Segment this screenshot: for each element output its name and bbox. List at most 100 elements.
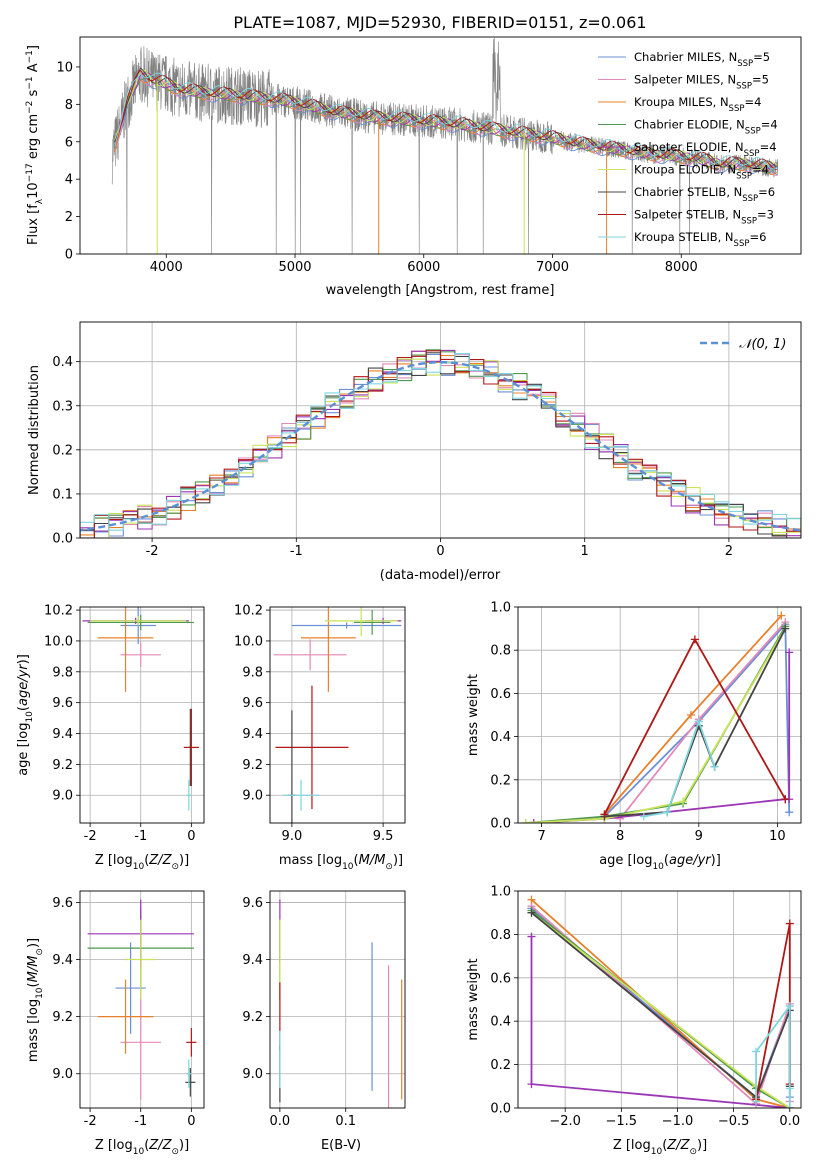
- x-tick-label: 0.0: [779, 1114, 800, 1129]
- mass-weight-line-2: [530, 899, 791, 1108]
- residual-histogram-8: [80, 353, 801, 537]
- mass-weight-marker: [785, 1002, 794, 1011]
- mass-weight-marker: [639, 812, 648, 821]
- y-tick-label: 0.2: [490, 773, 511, 788]
- mass-weight-marker: [710, 762, 719, 771]
- y-tick-label: 0.0: [52, 532, 73, 547]
- legend-normal-label: 𝒩(0, 1): [739, 337, 786, 352]
- y-tick-label: 8: [65, 98, 73, 113]
- mass-weight-line-8: [643, 718, 716, 818]
- mass-weight-marker: [527, 1080, 536, 1089]
- normal-distribution-curve: [80, 360, 801, 532]
- mass-weight-marker: [777, 611, 786, 620]
- x-tick-label: 5000: [278, 260, 311, 275]
- x-axis-label-part: 10: [133, 1147, 145, 1157]
- axes-frame: [79, 890, 205, 1109]
- y-tick-label: 10.2: [234, 604, 263, 619]
- legend-label-part: Kroupa MILES, N: [634, 95, 729, 109]
- legend-label-0: Chabrier MILES, NSSP=5: [634, 50, 770, 69]
- legend-label-8: Kroupa STELIB, NSSP=6: [634, 230, 766, 249]
- legend-label-4: Salpeter ELODIE, NSSP=4: [634, 140, 777, 159]
- y-tick-label: 9.2: [242, 1010, 263, 1025]
- y-axis-label-part: M/M: [26, 956, 41, 983]
- x-tick-label: -2: [84, 1114, 97, 1129]
- mass-weight-marker: [694, 717, 703, 726]
- x-tick-label: 10: [769, 829, 786, 844]
- legend-label-2: Kroupa MILES, NSSP=4: [634, 95, 761, 114]
- mass-weight-marker: [527, 932, 536, 941]
- x-axis-label: E(B-V): [321, 1138, 361, 1153]
- x-axis-label: Z [log10(Z/Z⊙)]: [95, 1138, 189, 1157]
- y-axis-label-part: (: [26, 982, 41, 987]
- y-axis-label-part: 10: [26, 182, 41, 199]
- mass-weight-line-3: [525, 625, 787, 823]
- plot-area: [82, 607, 199, 811]
- y-tick-label: 10.0: [44, 634, 73, 649]
- legend-label-part: SSP: [741, 217, 757, 227]
- x-tick-label: 7: [537, 829, 545, 844]
- y-tick-label: 6: [65, 135, 73, 150]
- y-axis-label-part: ]: [26, 45, 41, 50]
- mass-weight-marker: [752, 1097, 761, 1106]
- x-axis-label-part: Z/Z: [148, 1138, 172, 1153]
- plot-area: [527, 895, 794, 1108]
- axes-residuals: -2 -1 0 1 2 0.0 0.1 0.2 0.3 0.4: [52, 321, 802, 559]
- y-axis-label-part: λ: [35, 198, 45, 204]
- plot-area: [80, 349, 801, 538]
- y-tick-label: 9.0: [52, 1067, 73, 1082]
- plot-area: [279, 899, 403, 1108]
- legend-label-part: SSP: [734, 239, 750, 249]
- legend-label-6: Chabrier STELIB, NSSP=6: [634, 185, 775, 204]
- y-tick-label: 10.0: [234, 634, 263, 649]
- x-tick-label: 8000: [665, 260, 698, 275]
- y-tick-label: 0.4: [490, 730, 511, 745]
- mass-weight-marker: [527, 895, 536, 904]
- x-axis-label-part: age/yr: [669, 853, 712, 868]
- axes-weight_vs_Z: −2.0 −1.5 −1.0 −0.5 0.0 0.0 0.2 0.4 0.6 0.8 1.0: [490, 885, 802, 1129]
- legend-label-part: =6: [758, 185, 775, 199]
- mass-weight-line-5: [525, 628, 787, 823]
- x-tick-label: -1: [134, 829, 147, 844]
- x-axis-label-part: Z/Z: [148, 853, 172, 868]
- axes-age_vs_Z: -2 -1 0 9.0 9.2 9.4 9.6 9.8 10.0 10.2: [44, 604, 205, 844]
- x-tick-label: 0.1: [335, 1114, 356, 1129]
- x-axis-label-part: )]: [393, 853, 403, 868]
- legend-label-1: Salpeter MILES, NSSP=5: [634, 73, 769, 92]
- mass-weight-marker: [781, 795, 790, 804]
- y-axis-label-part: (: [16, 706, 31, 711]
- residual-histogram-7: [80, 350, 801, 538]
- plot-area: [521, 611, 794, 823]
- y-tick-label: 9.4: [52, 953, 73, 968]
- y-axis-label-part: −17: [25, 163, 35, 182]
- axes-frame: [517, 606, 802, 824]
- legend-label-part: Chabrier ELODIE, N: [634, 118, 745, 132]
- mass-weight-line-5: [530, 911, 791, 1108]
- axes-frame: [79, 321, 802, 539]
- y-tick-label: 9.0: [242, 789, 263, 804]
- plot-area: [111, 37, 779, 254]
- model-spectrum-5: [114, 69, 778, 171]
- legend-label-3: Chabrier ELODIE, NSSP=4: [634, 118, 778, 137]
- x-axis-label: age [log10(age/yr)]: [599, 853, 721, 872]
- y-tick-label: 0: [65, 248, 73, 263]
- x-axis-label: wavelength [Angstrom, rest frame]: [326, 283, 555, 298]
- x-tick-label: -1: [134, 1114, 147, 1129]
- legend-label-5: Kroupa ELODIE, NSSP=4: [634, 163, 769, 182]
- legend-label-part: =5: [752, 73, 769, 87]
- x-axis-label-part: Z [log: [613, 1138, 651, 1153]
- y-tick-label: 10.2: [44, 604, 73, 619]
- axes-frame: [269, 890, 406, 1109]
- x-tick-label: 0: [187, 1114, 195, 1129]
- y-axis-label-part: −1: [25, 50, 35, 63]
- y-axis-label-part: age/yr: [16, 663, 31, 706]
- x-axis-label-part: ⊙: [689, 1147, 697, 1157]
- x-axis-label-part: )]: [711, 853, 721, 868]
- y-tick-label: 9.0: [242, 1067, 263, 1082]
- x-tick-label: 8: [616, 829, 624, 844]
- y-axis-label-part: s: [26, 89, 41, 100]
- mass-weight-line-0: [530, 907, 791, 1099]
- y-axis-label: mass weight: [466, 958, 481, 1040]
- x-tick-label: 9.5: [373, 829, 394, 844]
- y-axis-label-part: age [log: [16, 723, 31, 776]
